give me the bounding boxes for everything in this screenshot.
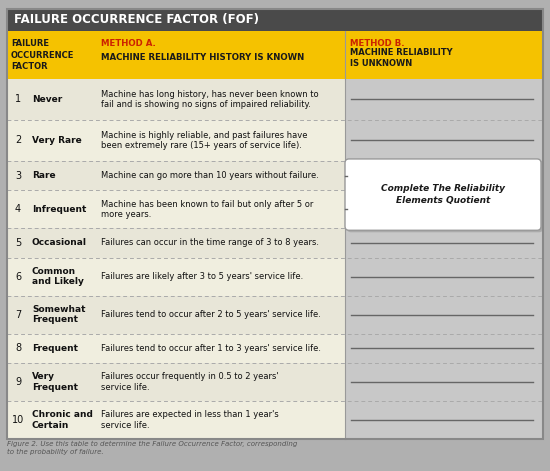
Bar [7, 228, 345, 258]
Bar [345, 120, 543, 161]
FancyBboxPatch shape [347, 161, 543, 232]
Bar [7, 401, 345, 439]
Bar [7, 190, 345, 228]
Bar [7, 79, 345, 120]
Text: 9: 9 [15, 377, 21, 387]
Bar [7, 161, 345, 190]
Bar [345, 363, 543, 401]
Text: 10: 10 [12, 415, 24, 425]
Text: METHOD A.: METHOD A. [101, 40, 156, 49]
Bar [7, 258, 345, 296]
Bar [345, 401, 543, 439]
Text: FAILURE
OCCURRENCE
FACTOR: FAILURE OCCURRENCE FACTOR [11, 40, 74, 71]
Bar [345, 228, 543, 258]
Text: Chronic and
Certain: Chronic and Certain [32, 410, 93, 430]
Text: Complete The Reliability
Elements Quotient: Complete The Reliability Elements Quotie… [381, 184, 505, 205]
Bar [345, 258, 543, 296]
Text: Failures are expected in less than 1 year's
service life.: Failures are expected in less than 1 yea… [101, 410, 279, 430]
Text: Very Rare: Very Rare [32, 136, 82, 145]
Text: 8: 8 [15, 343, 21, 353]
Text: MACHINE RELIABILITY
IS UNKNOWN: MACHINE RELIABILITY IS UNKNOWN [350, 48, 453, 68]
Text: Never: Never [32, 95, 62, 104]
Text: Frequent: Frequent [32, 344, 78, 353]
Bar [7, 363, 345, 401]
Text: Failures occur frequently in 0.5 to 2 years'
service life.: Failures occur frequently in 0.5 to 2 ye… [101, 372, 279, 391]
Text: Failures tend to occur after 2 to 5 years' service life.: Failures tend to occur after 2 to 5 year… [101, 310, 321, 319]
Bar [7, 9, 543, 31]
Text: Machine has been known to fail but only after 5 or
more years.: Machine has been known to fail but only … [101, 200, 314, 219]
Text: Figure 2. Use this table to determine the Failure Occurrence Factor, correspondi: Figure 2. Use this table to determine th… [7, 441, 298, 455]
Text: 7: 7 [15, 309, 21, 320]
Text: Failures are likely after 3 to 5 years' service life.: Failures are likely after 3 to 5 years' … [101, 272, 303, 281]
Bar [345, 296, 543, 333]
Text: Failures tend to occur after 1 to 3 years' service life.: Failures tend to occur after 1 to 3 year… [101, 344, 321, 353]
Text: FAILURE OCCURRENCE FACTOR (FOF): FAILURE OCCURRENCE FACTOR (FOF) [14, 14, 259, 26]
Text: Very
Frequent: Very Frequent [32, 372, 78, 391]
Text: Failures can occur in the time range of 3 to 8 years.: Failures can occur in the time range of … [101, 238, 319, 247]
Bar [7, 120, 345, 161]
Text: Infrequent: Infrequent [32, 205, 86, 214]
Text: Common
and Likely: Common and Likely [32, 267, 84, 286]
Text: 2: 2 [15, 136, 21, 146]
Text: Machine is highly reliable, and past failures have
been extremely rare (15+ year: Machine is highly reliable, and past fai… [101, 131, 307, 150]
Bar [345, 190, 543, 228]
Text: 4: 4 [15, 204, 21, 214]
Text: METHOD B.: METHOD B. [350, 40, 405, 49]
Bar [345, 161, 543, 190]
Bar [7, 296, 345, 333]
Text: 3: 3 [15, 171, 21, 180]
Bar [345, 333, 543, 363]
Text: Occasional: Occasional [32, 238, 87, 247]
Bar [7, 31, 543, 79]
Bar [345, 79, 543, 120]
Text: Somewhat
Frequent: Somewhat Frequent [32, 305, 85, 325]
FancyBboxPatch shape [345, 159, 541, 230]
Bar [7, 333, 345, 363]
Text: Rare: Rare [32, 171, 56, 180]
Text: 1: 1 [15, 95, 21, 105]
Text: 5: 5 [15, 238, 21, 248]
Text: 6: 6 [15, 272, 21, 282]
Text: Machine has long history, has never been known to
fail and is showing no signs o: Machine has long history, has never been… [101, 90, 318, 109]
Text: MACHINE RELIABILITY HISTORY IS KNOWN: MACHINE RELIABILITY HISTORY IS KNOWN [101, 54, 304, 63]
Text: Machine can go more than 10 years without failure.: Machine can go more than 10 years withou… [101, 171, 319, 180]
